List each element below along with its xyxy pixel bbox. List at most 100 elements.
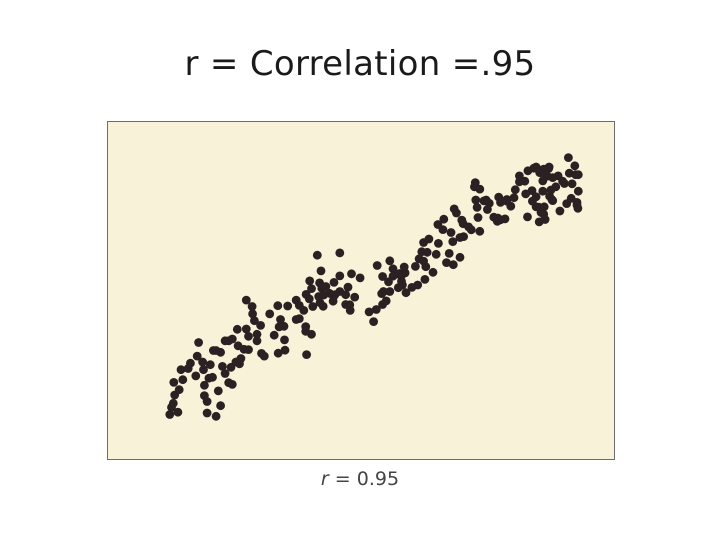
scatter-point bbox=[213, 386, 223, 396]
scatter-point bbox=[527, 186, 537, 195]
scatter-point bbox=[252, 329, 262, 339]
scatter-point bbox=[178, 375, 188, 385]
scatter-point bbox=[343, 282, 353, 292]
scatter-point bbox=[194, 338, 203, 347]
correlation-caption: r = 0.95 bbox=[0, 468, 720, 490]
scatter-point bbox=[539, 164, 549, 174]
scatter-point bbox=[457, 215, 467, 225]
scatter-point bbox=[192, 351, 202, 361]
scatter-point bbox=[381, 296, 391, 306]
scatter-point bbox=[307, 329, 316, 339]
scatter-point bbox=[280, 345, 290, 355]
scatter-point bbox=[329, 278, 339, 287]
scatter-point bbox=[345, 306, 355, 315]
scatter-point bbox=[168, 398, 178, 408]
scatter-point bbox=[350, 292, 360, 302]
scatter-point bbox=[248, 309, 257, 319]
scatter-point bbox=[220, 369, 230, 378]
scatter-point bbox=[419, 256, 428, 266]
scatter-plot-area bbox=[107, 121, 615, 460]
scatter-point bbox=[448, 260, 458, 270]
scatter-point bbox=[573, 203, 583, 213]
scatter-point bbox=[280, 335, 289, 345]
scatter-point bbox=[308, 302, 318, 311]
scatter-point bbox=[428, 267, 438, 277]
scatter-point bbox=[448, 237, 458, 246]
scatter-point bbox=[244, 345, 253, 354]
scatter-point bbox=[355, 273, 365, 283]
scatter-point bbox=[420, 275, 430, 284]
scatter-point bbox=[269, 330, 279, 340]
scatter-point bbox=[318, 282, 328, 291]
scatter-point bbox=[385, 287, 395, 296]
scatter-point bbox=[250, 316, 259, 326]
scatter-point bbox=[347, 269, 356, 279]
scatter-point bbox=[475, 226, 485, 236]
scatter-point bbox=[256, 321, 265, 330]
scatter-point bbox=[241, 324, 251, 334]
scatter-point bbox=[472, 203, 482, 212]
scatter-point bbox=[174, 385, 184, 395]
scatter-point bbox=[211, 411, 221, 421]
scatter-point bbox=[199, 365, 208, 375]
scatter-point bbox=[294, 314, 304, 323]
scatter-point bbox=[169, 378, 179, 387]
scatter-point bbox=[438, 225, 448, 234]
scatter-point bbox=[500, 214, 510, 224]
scatter-point bbox=[369, 317, 378, 326]
scatter-point bbox=[446, 228, 456, 237]
scatter-point bbox=[401, 288, 411, 298]
scatter-point bbox=[227, 380, 237, 389]
scatter-point bbox=[247, 302, 257, 311]
scatter-point bbox=[548, 196, 558, 205]
scatter-point bbox=[483, 205, 492, 214]
caption-value: 0.95 bbox=[356, 468, 400, 490]
scatter-point bbox=[502, 195, 512, 204]
scatter-point bbox=[276, 315, 285, 324]
scatter-point bbox=[205, 360, 215, 370]
scatter-point bbox=[202, 408, 212, 418]
scatter-point bbox=[312, 250, 322, 260]
scatter-point bbox=[555, 206, 565, 216]
scatter-point bbox=[305, 276, 315, 286]
scatter-point bbox=[232, 324, 242, 334]
scatter-point bbox=[413, 280, 423, 290]
scatter-point bbox=[302, 350, 311, 359]
scatter-point bbox=[378, 272, 387, 281]
scatter-point bbox=[442, 258, 451, 267]
scatter-point bbox=[439, 214, 449, 224]
scatter-point bbox=[252, 336, 262, 346]
scatter-point bbox=[283, 301, 293, 311]
scatter-point bbox=[411, 262, 420, 271]
scatter-point bbox=[506, 201, 516, 211]
scatter-point bbox=[434, 239, 443, 248]
scatter-point bbox=[538, 186, 548, 196]
scatter-point bbox=[173, 407, 183, 417]
scatter-point bbox=[364, 307, 374, 317]
scatter-point bbox=[449, 204, 459, 214]
scatter-point bbox=[564, 153, 573, 162]
scatter-point bbox=[444, 249, 454, 258]
scatter-point bbox=[515, 171, 524, 181]
scatter-point bbox=[335, 248, 345, 258]
slide-title: r = Correlation =.95 bbox=[184, 44, 536, 84]
scatter-point bbox=[191, 371, 201, 381]
scatter-point bbox=[551, 182, 561, 192]
scatter-point bbox=[341, 290, 351, 300]
scatter-point bbox=[265, 309, 275, 319]
scatter-point bbox=[570, 161, 580, 171]
scatter-point bbox=[273, 301, 283, 311]
scatter-point bbox=[424, 234, 434, 244]
scatter-point bbox=[318, 301, 328, 311]
scatter-point bbox=[304, 294, 314, 304]
scatter-point bbox=[573, 186, 583, 196]
scatter-point bbox=[227, 334, 237, 344]
scatter-point bbox=[241, 295, 251, 305]
scatter-point bbox=[244, 331, 253, 341]
scatter-point bbox=[216, 347, 225, 357]
scatter-point bbox=[471, 195, 481, 205]
scatter-point bbox=[335, 271, 345, 281]
scatter-point bbox=[481, 195, 491, 205]
scatter-point bbox=[539, 202, 549, 212]
caption-operator: = bbox=[334, 468, 351, 490]
